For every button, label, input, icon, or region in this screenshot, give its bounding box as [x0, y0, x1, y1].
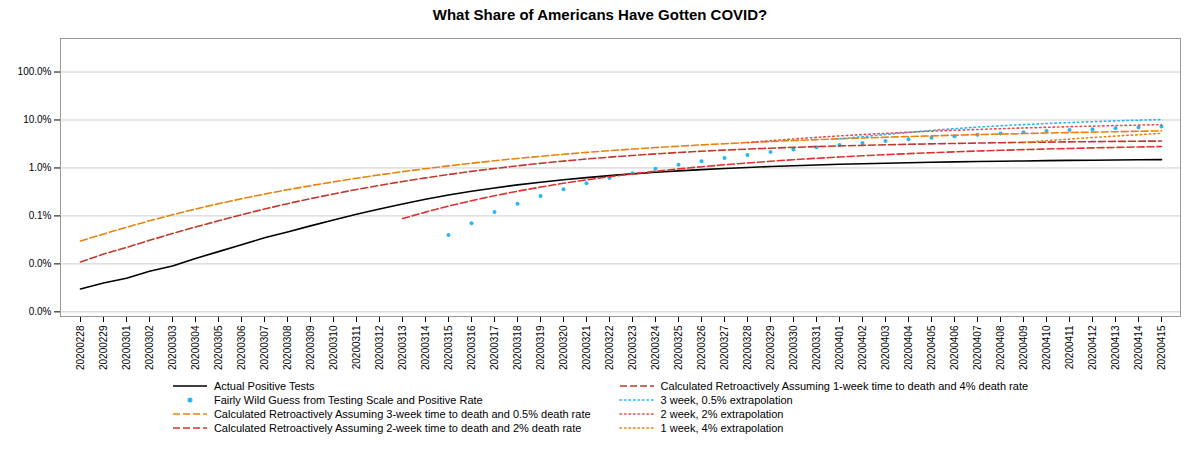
html-text:Fairly Wild Guess from Testing: Fairly Wild Guess from Testing Scale and… [213, 394, 483, 406]
svg-text:20200322: 20200322 [604, 325, 615, 370]
svg-text:20200328: 20200328 [742, 325, 753, 370]
svg-text:20200312: 20200312 [374, 325, 385, 370]
svg-text:20200327: 20200327 [719, 325, 730, 370]
svg-text:20200305: 20200305 [213, 325, 224, 370]
svg-text:20200415: 20200415 [1156, 325, 1167, 370]
svg-text:20200403: 20200403 [880, 325, 891, 370]
svg-text:20200331: 20200331 [811, 325, 822, 370]
html-text:What Share of Americans Have G: What Share of Americans Have Gotten COVI… [432, 6, 768, 23]
svg-text:20200320: 20200320 [558, 325, 569, 370]
svg-text:20200228: 20200228 [75, 325, 86, 370]
svg-text:20200310: 20200310 [328, 325, 339, 370]
svg-text:1.0%: 1.0% [29, 162, 52, 173]
svg-text:20200411: 20200411 [1064, 325, 1075, 369]
html-text:3 week, 0.5% extrapolation: 3 week, 0.5% extrapolation [660, 394, 793, 406]
svg-text:20200304: 20200304 [190, 325, 201, 370]
html-text:1 week, 4% extrapolation: 1 week, 4% extrapolation [660, 422, 784, 434]
svg-text:0.1%: 0.1% [29, 210, 52, 221]
svg-text:20200303: 20200303 [167, 325, 178, 370]
svg-text:20200329: 20200329 [765, 325, 776, 370]
svg-text:20200311: 20200311 [351, 325, 362, 369]
svg-text:20200318: 20200318 [512, 325, 523, 370]
svg-text:10.0%: 10.0% [23, 114, 51, 125]
svg-text:20200409: 20200409 [1018, 325, 1029, 370]
svg-text:20200412: 20200412 [1087, 325, 1098, 370]
svg-text:20200229: 20200229 [98, 325, 109, 370]
svg-text:20200306: 20200306 [236, 325, 247, 370]
svg-text:20200321: 20200321 [581, 325, 592, 370]
svg-text:20200301: 20200301 [121, 325, 132, 370]
svg-text:20200316: 20200316 [466, 325, 477, 370]
svg-text:20200414: 20200414 [1133, 325, 1144, 370]
svg-text:20200315: 20200315 [443, 325, 454, 370]
svg-text:20200330: 20200330 [788, 325, 799, 370]
html-text:Calculated Retroactively Assum: Calculated Retroactively Assuming 2-week… [213, 422, 582, 434]
svg-text:20200308: 20200308 [282, 325, 293, 370]
svg-text:20200413: 20200413 [1110, 325, 1121, 370]
svg-text:20200323: 20200323 [627, 325, 638, 370]
svg-text:20200407: 20200407 [972, 325, 983, 370]
svg-text:20200401: 20200401 [834, 325, 845, 370]
svg-text:20200313: 20200313 [397, 325, 408, 370]
svg-text:20200408: 20200408 [995, 325, 1006, 370]
svg-text:20200314: 20200314 [420, 325, 431, 370]
svg-text:0.0%: 0.0% [29, 258, 52, 269]
svg-text:20200319: 20200319 [535, 325, 546, 370]
svg-text:20200402: 20200402 [857, 325, 868, 370]
html-text:Calculated Retroactively Assum: Calculated Retroactively Assuming 3-week… [213, 408, 591, 420]
svg-text:20200405: 20200405 [926, 325, 937, 370]
svg-text:20200309: 20200309 [305, 325, 316, 370]
svg-text:20200324: 20200324 [650, 325, 661, 370]
svg-text:20200326: 20200326 [696, 325, 707, 370]
html-text:Actual Positive Tests: Actual Positive Tests [213, 380, 315, 392]
svg-text:20200307: 20200307 [259, 325, 270, 370]
svg-text:0.0%: 0.0% [29, 306, 52, 317]
svg-text:20200410: 20200410 [1041, 325, 1052, 370]
svg-text:20200406: 20200406 [949, 325, 960, 370]
svg-text:20200404: 20200404 [903, 325, 914, 370]
svg-text:20200317: 20200317 [489, 325, 500, 370]
svg-text:20200325: 20200325 [673, 325, 684, 370]
svg-text:20200302: 20200302 [144, 325, 155, 370]
html-text:Calculated Retroactively Assum: Calculated Retroactively Assuming 1-week… [660, 380, 1029, 392]
svg-text:100.0%: 100.0% [18, 66, 52, 77]
html-text:2 week, 2% extrapolation: 2 week, 2% extrapolation [660, 408, 784, 420]
